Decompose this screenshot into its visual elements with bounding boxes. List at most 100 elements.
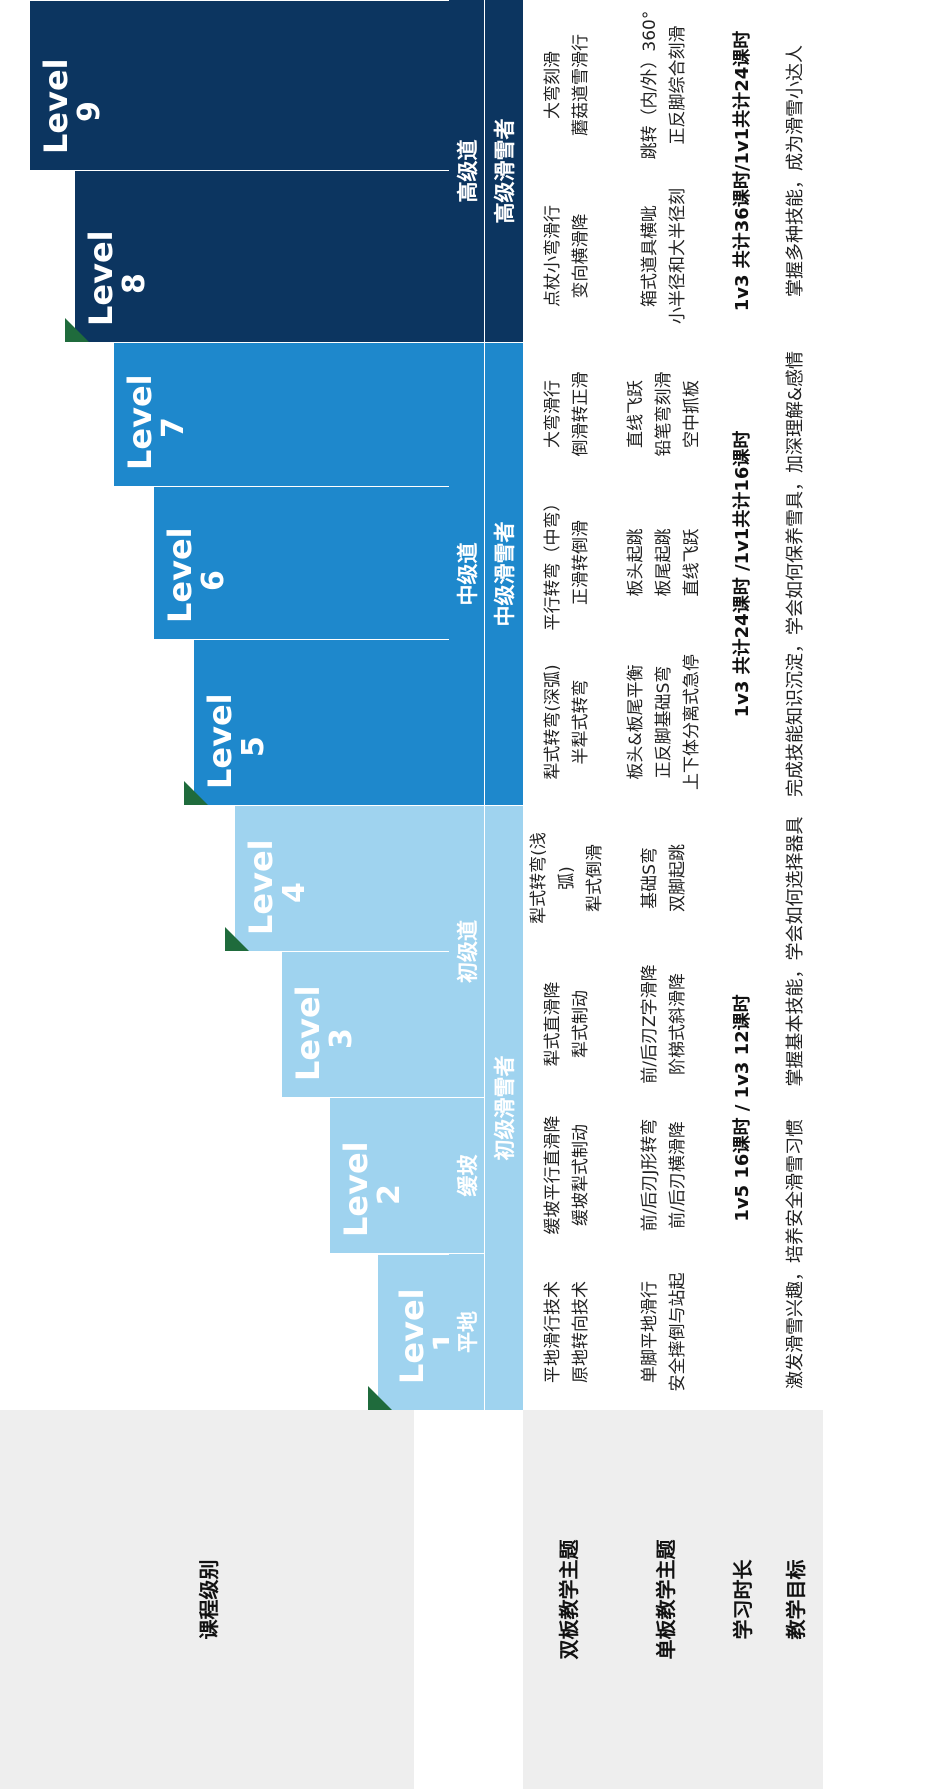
level-label: Level [121,374,159,470]
single-board-cell-1: 单脚平地滑行 安全摔倒与站起 [611,1254,717,1410]
terrain-beginner-slope: 初级道 [449,806,484,1097]
topic-line: 犁式倒滑 [585,844,605,912]
double-board-cell-1: 平地滑行技术 原地转向技术 [523,1254,611,1410]
topic-line: 蘑菇道雪滑行 [571,34,591,136]
topic-line: 缓坡平行直滑降 [543,1115,563,1235]
topic-line: 倒滑转正滑 [571,371,591,457]
level-flag-icon [65,318,89,342]
level-number: 2 [372,1184,407,1205]
topic-line: 半犁式转弯 [571,679,591,765]
topic-line: 单脚平地滑行 [640,1281,660,1383]
level-label: Level [393,1288,431,1384]
level-step-5: Level 5 [194,640,449,805]
single-board-cell-9: 跳转（内/外）360° 正反脚综合刻滑 [611,0,717,170]
skier-intermediate: 中级滑雪者 [485,343,523,805]
single-board-cell-3: 前/后刃Z字滑降 阶梯式斜滑降 [611,951,717,1097]
topic-line: 点杖小弯滑行 [543,205,563,307]
topic-line: 平行转弯（中弯） [543,494,563,631]
topic-line: 上下体分离式急停 [682,654,702,790]
level-label: Level [289,985,327,1081]
goal-4: 掌握多种技能，成为滑雪小达人 [785,45,806,297]
topic-line: 弧) [557,866,577,890]
level-label: Level [337,1141,375,1237]
single-board-cell-8: 箱式道具横呲 小半径和大半径刻 [611,170,717,342]
topic-line: 阶梯式斜滑降 [668,973,688,1075]
skier-beginner: 初级滑雪者 [485,806,523,1410]
terrain-gentle: 缓坡 [449,1098,484,1253]
level-label: Level [37,58,75,154]
topic-line: 前/后刃横滑降 [668,1121,688,1229]
level-label: Level [82,230,120,326]
duration-beginner: 1v5 16课时 / 1v3 12课时 [732,994,753,1222]
double-board-cell-5: 犁式转弯(深弧) 半犁式转弯 [523,639,611,805]
topic-line: 板头起跳 [626,528,646,597]
topic-line: 正反脚基础S弯 [654,665,674,779]
level-number: 3 [324,1028,359,1049]
topic-line: 箱式道具横呲 [640,205,660,307]
duration-intermediate: 1v3 共计24课时 /1v1共计16课时 [732,430,753,718]
goal-1: 激发滑雪兴趣，培养安全滑雪习惯 [785,1119,806,1389]
topic-line: 犁式转弯(浅 [529,832,549,924]
row-header-duration: 学习时长 [717,1410,765,1789]
double-board-cell-9: 大弯刻滑 蘑菇道雪滑行 [523,0,611,170]
level-number: 5 [236,736,271,757]
level-step-8: Level 8 [75,171,449,342]
level-step-9: Level 9 [30,1,449,170]
topic-line: 前/后刃Z字滑降 [640,964,660,1084]
topic-line: 犁式转弯(深弧) [543,664,563,780]
topic-line: 正反脚综合刻滑 [668,25,688,145]
level-step-2: Level 2 [330,1098,449,1253]
level-number: 9 [72,101,107,122]
single-board-cell-5: 板头&板尾平衡 正反脚基础S弯 上下体分离式急停 [611,639,717,805]
duration-advanced: 1v3 共计36课时/1v1共计24课时 [732,30,753,312]
terrain-intermediate-slope: 中级道 [449,343,484,805]
double-board-cell-8: 点杖小弯滑行 变向横滑降 [523,170,611,342]
topic-line: 正滑转倒滑 [571,520,591,605]
topic-line: 双脚起跳 [668,844,688,912]
double-board-cell-7: 大弯滑行 倒滑转正滑 [523,342,611,486]
topic-line: 安全摔倒与站起 [668,1272,688,1392]
row-header-double-board: 双板教学主题 [523,1410,611,1789]
topic-line: 平地滑行技术 [543,1281,563,1383]
topic-line: 直线飞跃 [626,380,646,448]
level-number: 7 [156,417,191,438]
topic-line: 大弯滑行 [543,380,563,448]
topic-line: 板尾起跳 [654,528,674,597]
topic-line: 空中抓板 [682,380,702,448]
topic-line: 前/后刃J形转弯 [640,1118,660,1232]
double-board-cell-3: 犁式直滑降 犁式制动 [523,951,611,1097]
topic-line: 铅笔弯刻滑 [654,371,674,457]
level-flag-icon [225,927,249,951]
topic-line: 变向横滑降 [571,213,591,299]
terrain-advanced-slope: 高级道 [449,0,484,342]
level-step-7: Level 7 [114,343,449,486]
single-board-cell-6: 板头起跳 板尾起跳 直线飞跃 [611,486,717,639]
single-board-cell-7: 直线飞跃 铅笔弯刻滑 空中抓板 [611,342,717,486]
topic-line: 跳转（内/外）360° [640,10,660,160]
level-step-4: Level 4 [235,806,449,951]
double-board-cell-6: 平行转弯（中弯） 正滑转倒滑 [523,486,611,639]
topic-line: 犁式制动 [571,990,591,1058]
goal-2: 掌握基本技能，学会如何选择器具 [785,816,806,1087]
level-step-6: Level 6 [154,487,449,639]
level-flag-icon [368,1386,392,1410]
goal-3: 完成技能知识沉淀，学会如何保养雪具，加深理解&感情 [785,350,806,798]
topic-line: 板头&板尾平衡 [626,664,646,780]
level-label: Level [201,693,239,789]
topic-line: 犁式直滑降 [543,981,563,1067]
topic-line: 小半径和大半径刻 [668,188,688,324]
double-board-cell-2: 缓坡平行直滑降 缓坡犁式制动 [523,1097,611,1253]
level-number: 4 [277,882,312,903]
row-header-course-level: 课程级别 [0,1410,414,1789]
level-label: Level [242,839,280,935]
level-flag-icon [184,781,208,805]
row-header-single-board: 单板教学主题 [611,1410,717,1789]
single-board-cell-4: 基础S弯 双脚起跳 [611,805,717,951]
terrain-flat: 平地 [449,1254,484,1410]
level-number: 6 [196,570,231,591]
double-board-cell-4: 犁式转弯(浅 弧) 犁式倒滑 [523,805,611,951]
topic-line: 基础S弯 [640,847,660,909]
topic-line: 大弯刻滑 [543,51,563,119]
skier-advanced: 高级滑雪者 [485,0,523,342]
single-board-cell-2: 前/后刃J形转弯 前/后刃横滑降 [611,1097,717,1253]
